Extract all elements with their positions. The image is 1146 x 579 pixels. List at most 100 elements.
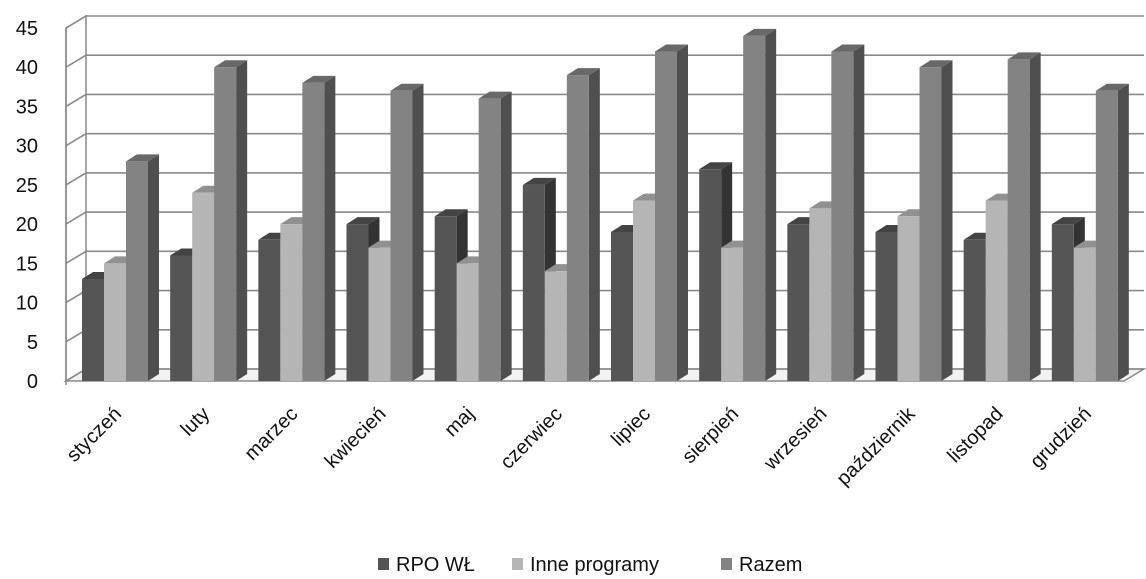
bar-front bbox=[1073, 247, 1096, 381]
x-tick-label: czerwiec bbox=[496, 403, 567, 474]
bar-top bbox=[478, 91, 512, 99]
bar-front bbox=[434, 216, 457, 381]
legend-item: RPO WŁ bbox=[378, 554, 475, 576]
bar-front bbox=[170, 255, 193, 381]
bar-front bbox=[655, 51, 677, 382]
legend-label: RPO WŁ bbox=[396, 554, 475, 576]
bar bbox=[919, 60, 953, 381]
bar-front bbox=[1095, 90, 1118, 381]
bar-top bbox=[699, 162, 733, 170]
gridline bbox=[65, 211, 1144, 225]
bar-top bbox=[390, 83, 424, 91]
legend-item: Inne programy bbox=[512, 554, 659, 576]
x-tick-label: październik bbox=[832, 402, 920, 490]
bar-front bbox=[611, 231, 633, 381]
bar-top bbox=[302, 75, 336, 83]
bar-front bbox=[633, 200, 655, 381]
bar-front bbox=[809, 208, 832, 381]
bar-front bbox=[104, 263, 126, 381]
legend-item: Razem bbox=[721, 554, 802, 576]
bar bbox=[478, 91, 512, 381]
y-tick-label: 40 bbox=[16, 57, 38, 79]
bar-top bbox=[1007, 52, 1041, 60]
bar-front bbox=[985, 200, 1008, 381]
bar-front bbox=[126, 161, 148, 381]
bar-front bbox=[346, 224, 369, 381]
x-tick-label: styczeń bbox=[63, 403, 127, 467]
bar-front bbox=[566, 75, 589, 382]
bar-side bbox=[324, 75, 336, 382]
y-tick-label: 25 bbox=[16, 175, 38, 197]
bar bbox=[743, 28, 777, 381]
bar-side bbox=[853, 44, 865, 382]
bar-front bbox=[963, 239, 986, 381]
x-tick-label: wrzesień bbox=[759, 403, 831, 475]
legend: RPO WŁ Inne programy Razem bbox=[378, 554, 802, 576]
bar bbox=[1007, 52, 1041, 381]
x-tick-label: kwiecień bbox=[321, 403, 391, 473]
bar-front bbox=[82, 279, 104, 381]
bar-front bbox=[721, 247, 744, 381]
bar-side bbox=[412, 83, 424, 381]
y-tick-label: 10 bbox=[16, 293, 38, 315]
bar-side bbox=[1117, 83, 1129, 381]
y-tick-label: 0 bbox=[27, 371, 38, 393]
bar-side bbox=[765, 28, 777, 381]
bar-side bbox=[588, 68, 600, 382]
bar-top bbox=[346, 217, 380, 225]
bar bbox=[390, 83, 424, 381]
bar-front bbox=[544, 271, 567, 381]
bar-top bbox=[743, 28, 777, 36]
bar-front bbox=[522, 184, 545, 381]
legend-swatch bbox=[512, 558, 523, 570]
bar-front bbox=[875, 231, 898, 381]
bar-front bbox=[280, 224, 303, 381]
bar-side bbox=[236, 60, 248, 381]
x-axis-labels: styczeń luty marzec kwiecień maj czerwiec lipi… bbox=[63, 402, 1096, 490]
gridlines bbox=[65, 15, 1144, 385]
bar-top bbox=[655, 44, 688, 52]
bar bbox=[655, 44, 688, 382]
bar-front bbox=[699, 169, 722, 381]
bar-side bbox=[941, 60, 953, 381]
gridline bbox=[65, 54, 1144, 68]
x-tick-label: lipiec bbox=[607, 403, 655, 451]
x-tick-label: marzec bbox=[240, 403, 302, 465]
bar-front bbox=[258, 239, 281, 381]
y-tick-label: 15 bbox=[16, 253, 38, 275]
bar-top bbox=[522, 177, 556, 185]
bar-front bbox=[1051, 224, 1074, 381]
bar bbox=[831, 44, 865, 382]
bar-front bbox=[214, 67, 237, 381]
bar-front bbox=[390, 90, 413, 381]
x-tick-label: grudzień bbox=[1026, 403, 1096, 473]
y-tick-label: 20 bbox=[16, 214, 38, 236]
gridline bbox=[65, 93, 1144, 108]
gridline bbox=[65, 15, 1144, 29]
bar bbox=[302, 75, 336, 382]
bar-top bbox=[919, 60, 953, 68]
x-tick-label: maj bbox=[440, 403, 478, 441]
bar-front bbox=[456, 263, 479, 381]
bar-front bbox=[302, 82, 325, 382]
bar-front bbox=[787, 224, 810, 381]
bar bbox=[214, 60, 248, 381]
bar-front bbox=[192, 192, 215, 381]
bar-front bbox=[919, 67, 942, 381]
x-tick-label: luty bbox=[177, 403, 215, 441]
y-tick-label: 45 bbox=[16, 18, 38, 40]
legend-swatch bbox=[378, 558, 389, 570]
legend-swatch bbox=[721, 558, 732, 570]
bar-top bbox=[1051, 217, 1085, 225]
bar-front bbox=[897, 216, 920, 381]
bar-side bbox=[148, 154, 159, 381]
bar-top bbox=[126, 154, 159, 162]
bar-top bbox=[214, 60, 248, 68]
bar-top bbox=[434, 209, 468, 217]
y-axis-ticks: 0 5 10 15 20 25 30 35 40 45 bbox=[16, 18, 38, 393]
legend-label: Razem bbox=[739, 554, 802, 576]
legend-label: Inne programy bbox=[530, 554, 659, 576]
bar-front bbox=[1007, 59, 1030, 381]
